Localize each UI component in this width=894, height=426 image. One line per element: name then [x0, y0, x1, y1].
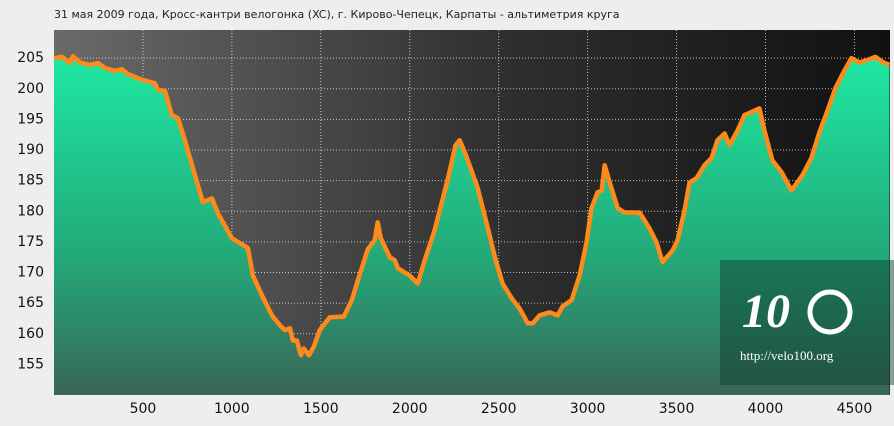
y-tick-label: 205 [17, 50, 44, 66]
x-tick-label: 4500 [837, 401, 873, 417]
x-tick-label: 1000 [214, 401, 250, 417]
y-tick-label: 165 [17, 295, 44, 311]
y-tick-label: 160 [17, 326, 44, 342]
x-tick-label: 3500 [659, 401, 695, 417]
y-tick-label: 175 [17, 234, 44, 250]
logo-gear [807, 289, 853, 335]
x-tick-label: 1500 [303, 401, 339, 417]
y-tick-label: 180 [17, 203, 44, 219]
y-tick-label: 185 [17, 173, 44, 189]
area [54, 56, 890, 396]
logo: 10 [742, 285, 790, 338]
y-tick-label: 170 [17, 265, 44, 281]
x-tick-label: 2500 [481, 401, 517, 417]
logo-box [720, 260, 894, 385]
y-tick-label: 155 [17, 356, 44, 372]
watermark: http://velo100.org [740, 348, 834, 363]
x-tick-label: 3000 [570, 401, 606, 417]
x-tick-label: 4000 [748, 401, 784, 417]
x-tick-label: 500 [130, 401, 157, 417]
y-tick-label: 195 [17, 111, 44, 127]
line [53, 54, 891, 358]
y-tick-label: 190 [17, 142, 44, 158]
chart-title: 31 мая 2009 года, Кросс-кантри велогонка… [54, 8, 620, 21]
x-tick-label: 2000 [392, 401, 428, 417]
y-tick-label: 200 [17, 81, 44, 97]
